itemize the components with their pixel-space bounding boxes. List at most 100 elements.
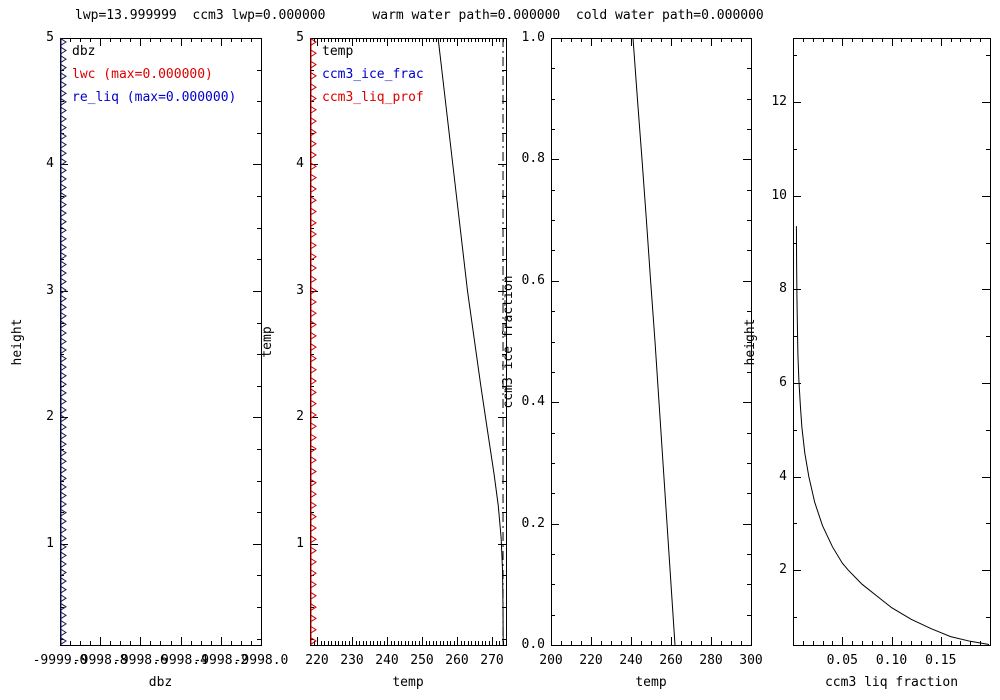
- edge-profile-marker: [60, 251, 67, 261]
- edge-profile-marker: [60, 457, 67, 466]
- edge-profile-marker: [60, 559, 67, 569]
- edge-profile-marker: [60, 286, 67, 295]
- edge-profile-marker: [310, 297, 317, 307]
- edge-profile-marker: [60, 602, 67, 611]
- edge-profile-marker: [60, 345, 67, 355]
- edge-profile-marker: [310, 433, 317, 442]
- edge-profile-marker: [60, 106, 67, 115]
- x-axis-title: temp: [635, 675, 667, 690]
- edge-profile-marker: [310, 523, 317, 533]
- x-axis-title: temp: [392, 675, 424, 690]
- x-axis-title: dbz: [148, 675, 173, 690]
- edge-profile-marker: [310, 83, 317, 92]
- x-tick-label: 270: [480, 653, 504, 668]
- edge-profile-marker: [60, 517, 67, 526]
- y-tick-label: 2: [296, 409, 304, 425]
- legend-entry: dbz: [72, 44, 96, 59]
- edge-profile-marker: [310, 569, 317, 578]
- edge-profile-marker: [60, 217, 67, 226]
- edge-profile-marker: [60, 628, 67, 637]
- edge-profile-marker: [60, 431, 67, 440]
- edge-profile-marker: [60, 226, 67, 235]
- edge-profile-marker: [60, 311, 67, 320]
- edge-profile-marker: [310, 354, 317, 363]
- edge-profile-marker: [60, 303, 67, 312]
- panel-2: [310, 37, 507, 646]
- x-tick-label: 240: [375, 653, 399, 668]
- y-tick-label: 3: [46, 282, 54, 298]
- edge-profile-marker: [60, 474, 67, 483]
- y-tick-label: 0.8: [521, 151, 545, 167]
- edge-profile-marker: [60, 37, 67, 47]
- edge-profile-marker: [60, 63, 67, 72]
- y-axis-title: height: [10, 318, 25, 365]
- edge-profile-marker: [60, 209, 67, 218]
- x-tick-label: 280: [699, 653, 723, 668]
- edge-profile-marker: [310, 636, 317, 646]
- y-axis-title: temp: [260, 325, 275, 358]
- edge-profile-marker: [60, 174, 67, 184]
- axes-frame: [60, 38, 262, 646]
- edge-profile-marker: [310, 331, 317, 340]
- y-tick-label: 0.4: [521, 394, 545, 410]
- edge-profile-marker: [60, 260, 67, 269]
- edge-profile-marker: [310, 343, 317, 352]
- x-tick-label: 300: [739, 653, 763, 668]
- edge-profile-marker: [310, 546, 317, 555]
- x-tick-label: 260: [445, 653, 469, 668]
- edge-profile-marker: [60, 380, 67, 389]
- edge-profile-marker: [60, 422, 67, 432]
- edge-profile-marker: [310, 128, 317, 137]
- y-tick-label: 0.2: [521, 515, 545, 531]
- x-tick-label: 200: [539, 653, 563, 668]
- edge-profile-marker: [310, 263, 317, 273]
- edge-profile-marker: [60, 371, 67, 380]
- y-tick-label: 1.0: [521, 30, 545, 45]
- y-tick-label: 4: [46, 156, 54, 172]
- x-tick-label: 0.05: [826, 653, 858, 668]
- x-tick-label: 230: [340, 653, 364, 668]
- edge-profile-marker: [310, 252, 317, 261]
- edge-profile-marker: [310, 512, 317, 521]
- edge-profile-marker: [310, 139, 317, 148]
- edge-profile-marker: [60, 414, 67, 423]
- edge-profile-marker: [310, 173, 317, 182]
- edge-profile-marker: [60, 585, 67, 594]
- edge-profile-marker: [60, 114, 67, 124]
- edge-profile-marker: [60, 542, 67, 551]
- edge-profile-marker: [310, 489, 317, 499]
- edge-profile-marker: [60, 508, 67, 517]
- edge-profile-marker: [60, 97, 67, 107]
- edge-profile-marker: [310, 49, 317, 58]
- edge-profile-marker: [60, 183, 67, 192]
- series-ccm3_ice_frac: [632, 37, 676, 646]
- legend-entry: lwc (max=0.000000): [72, 67, 213, 82]
- x-tick-label: -9998.4: [153, 653, 208, 668]
- edge-profile-marker: [310, 218, 317, 227]
- edge-profile-marker: [310, 501, 317, 510]
- edge-profile-marker: [310, 388, 317, 397]
- y-tick-label: 4: [296, 156, 304, 172]
- edge-profile-marker: [60, 268, 67, 278]
- panel-1: [60, 37, 262, 646]
- x-tick-label: -9998.2: [193, 653, 249, 668]
- edge-profile-marker: [60, 328, 67, 338]
- edge-profile-marker: [60, 140, 67, 149]
- edge-profile-marker: [60, 448, 67, 457]
- axes-frame: [793, 38, 991, 646]
- edge-profile-marker: [60, 611, 67, 620]
- edge-profile-marker: [310, 365, 317, 374]
- edge-profile-marker: [310, 94, 317, 103]
- edge-profile-marker: [310, 60, 317, 69]
- edge-profile-marker: [60, 491, 67, 500]
- x-tick-label: 240: [619, 653, 643, 668]
- edge-profile-marker: [310, 625, 317, 634]
- x-tick-label: 250: [410, 653, 434, 668]
- legend-entry: re_liq (max=0.000000): [72, 90, 237, 105]
- edge-profile-marker: [60, 132, 67, 141]
- y-tick-label: 6: [779, 374, 787, 390]
- edge-profile-marker: [60, 337, 67, 346]
- edge-profile-marker: [60, 149, 67, 158]
- x-tick-label: 220: [305, 653, 329, 668]
- edge-profile-marker: [60, 525, 67, 534]
